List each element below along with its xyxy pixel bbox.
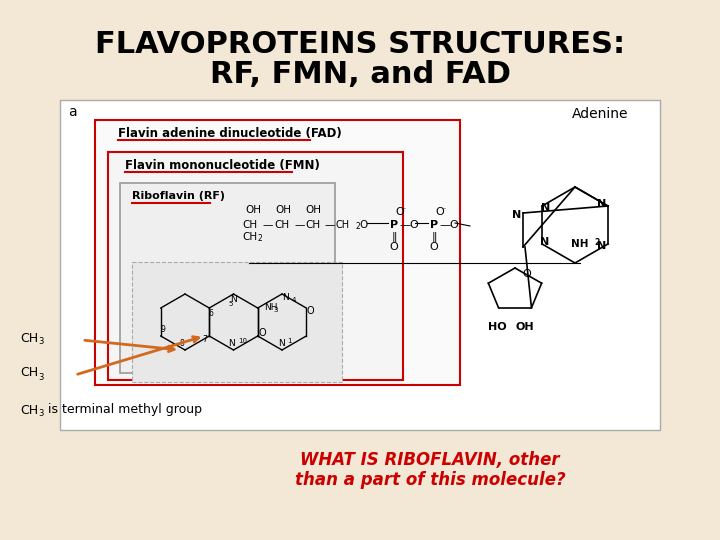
- Text: 2: 2: [258, 234, 263, 243]
- Text: CH: CH: [336, 220, 350, 230]
- Text: 1: 1: [287, 338, 292, 344]
- Text: —: —: [325, 220, 336, 230]
- Text: HO: HO: [487, 322, 506, 332]
- Text: O: O: [436, 207, 444, 217]
- Text: O: O: [359, 220, 367, 230]
- Text: 8: 8: [179, 340, 184, 348]
- Text: N: N: [541, 203, 551, 213]
- Text: CH: CH: [305, 220, 320, 230]
- Text: FLAVOPROTEINS STRUCTURES:: FLAVOPROTEINS STRUCTURES:: [95, 30, 625, 59]
- Text: WHAT IS RIBOFLAVIN, other: WHAT IS RIBOFLAVIN, other: [300, 451, 560, 469]
- Text: P: P: [430, 220, 438, 230]
- Text: a: a: [68, 105, 76, 119]
- Text: —: —: [439, 220, 451, 230]
- Bar: [95, 120, 460, 385]
- Text: O: O: [449, 220, 459, 230]
- Bar: [132, 262, 342, 382]
- Text: ⁻: ⁻: [401, 205, 405, 214]
- Text: Riboflavin (RF): Riboflavin (RF): [132, 191, 225, 201]
- Bar: [60, 100, 660, 430]
- Text: CH: CH: [20, 367, 38, 380]
- Text: 3: 3: [274, 307, 278, 313]
- Text: O: O: [259, 328, 266, 338]
- Text: 2: 2: [355, 222, 360, 231]
- Text: NH: NH: [264, 303, 277, 313]
- Bar: [120, 183, 335, 373]
- Text: ‖: ‖: [431, 232, 437, 242]
- Text: OH: OH: [245, 205, 261, 215]
- Text: N: N: [230, 294, 237, 303]
- Text: N: N: [283, 293, 289, 301]
- Text: CH: CH: [20, 332, 38, 345]
- Text: OH: OH: [516, 322, 534, 332]
- Text: NH: NH: [571, 239, 589, 249]
- Text: 7: 7: [203, 335, 207, 345]
- Text: O: O: [307, 306, 314, 316]
- Text: OH: OH: [305, 205, 321, 215]
- Text: 3: 3: [38, 338, 43, 347]
- Text: 4: 4: [292, 297, 297, 303]
- Text: ⁻: ⁻: [441, 205, 446, 214]
- Text: N: N: [279, 339, 285, 348]
- Text: 3: 3: [38, 409, 43, 418]
- Text: OH: OH: [275, 205, 291, 215]
- Text: N: N: [598, 241, 606, 251]
- Text: O: O: [430, 242, 438, 252]
- Text: 6: 6: [209, 309, 214, 319]
- Text: O: O: [390, 242, 398, 252]
- Text: 5: 5: [228, 301, 233, 307]
- Text: O: O: [523, 269, 531, 279]
- Text: CH: CH: [274, 220, 289, 230]
- Text: Flavin mononucleotide (FMN): Flavin mononucleotide (FMN): [125, 159, 320, 172]
- Text: Adenine: Adenine: [572, 107, 629, 121]
- Text: is terminal methyl group: is terminal methyl group: [44, 403, 202, 416]
- Text: Flavin adenine dinucleotide (FAD): Flavin adenine dinucleotide (FAD): [118, 127, 342, 140]
- Text: —: —: [400, 220, 410, 230]
- Text: P: P: [390, 220, 398, 230]
- Text: —: —: [263, 220, 273, 230]
- Text: O: O: [395, 207, 405, 217]
- Text: than a part of this molecule?: than a part of this molecule?: [294, 471, 565, 489]
- Text: CH: CH: [243, 232, 258, 242]
- Text: N: N: [541, 237, 549, 247]
- Text: 9: 9: [161, 326, 165, 334]
- Text: RF, FMN, and FAD: RF, FMN, and FAD: [210, 60, 510, 89]
- Text: —: —: [294, 220, 305, 230]
- Text: N: N: [598, 199, 606, 209]
- Text: O: O: [410, 220, 418, 230]
- Text: CH: CH: [20, 403, 38, 416]
- Bar: [108, 152, 403, 380]
- Text: 2: 2: [594, 238, 599, 247]
- Text: N: N: [513, 210, 521, 220]
- Text: 3: 3: [38, 373, 43, 381]
- Text: N: N: [228, 340, 235, 348]
- Text: CH: CH: [243, 220, 258, 230]
- Text: ‖: ‖: [391, 232, 397, 242]
- Text: 10: 10: [238, 338, 248, 344]
